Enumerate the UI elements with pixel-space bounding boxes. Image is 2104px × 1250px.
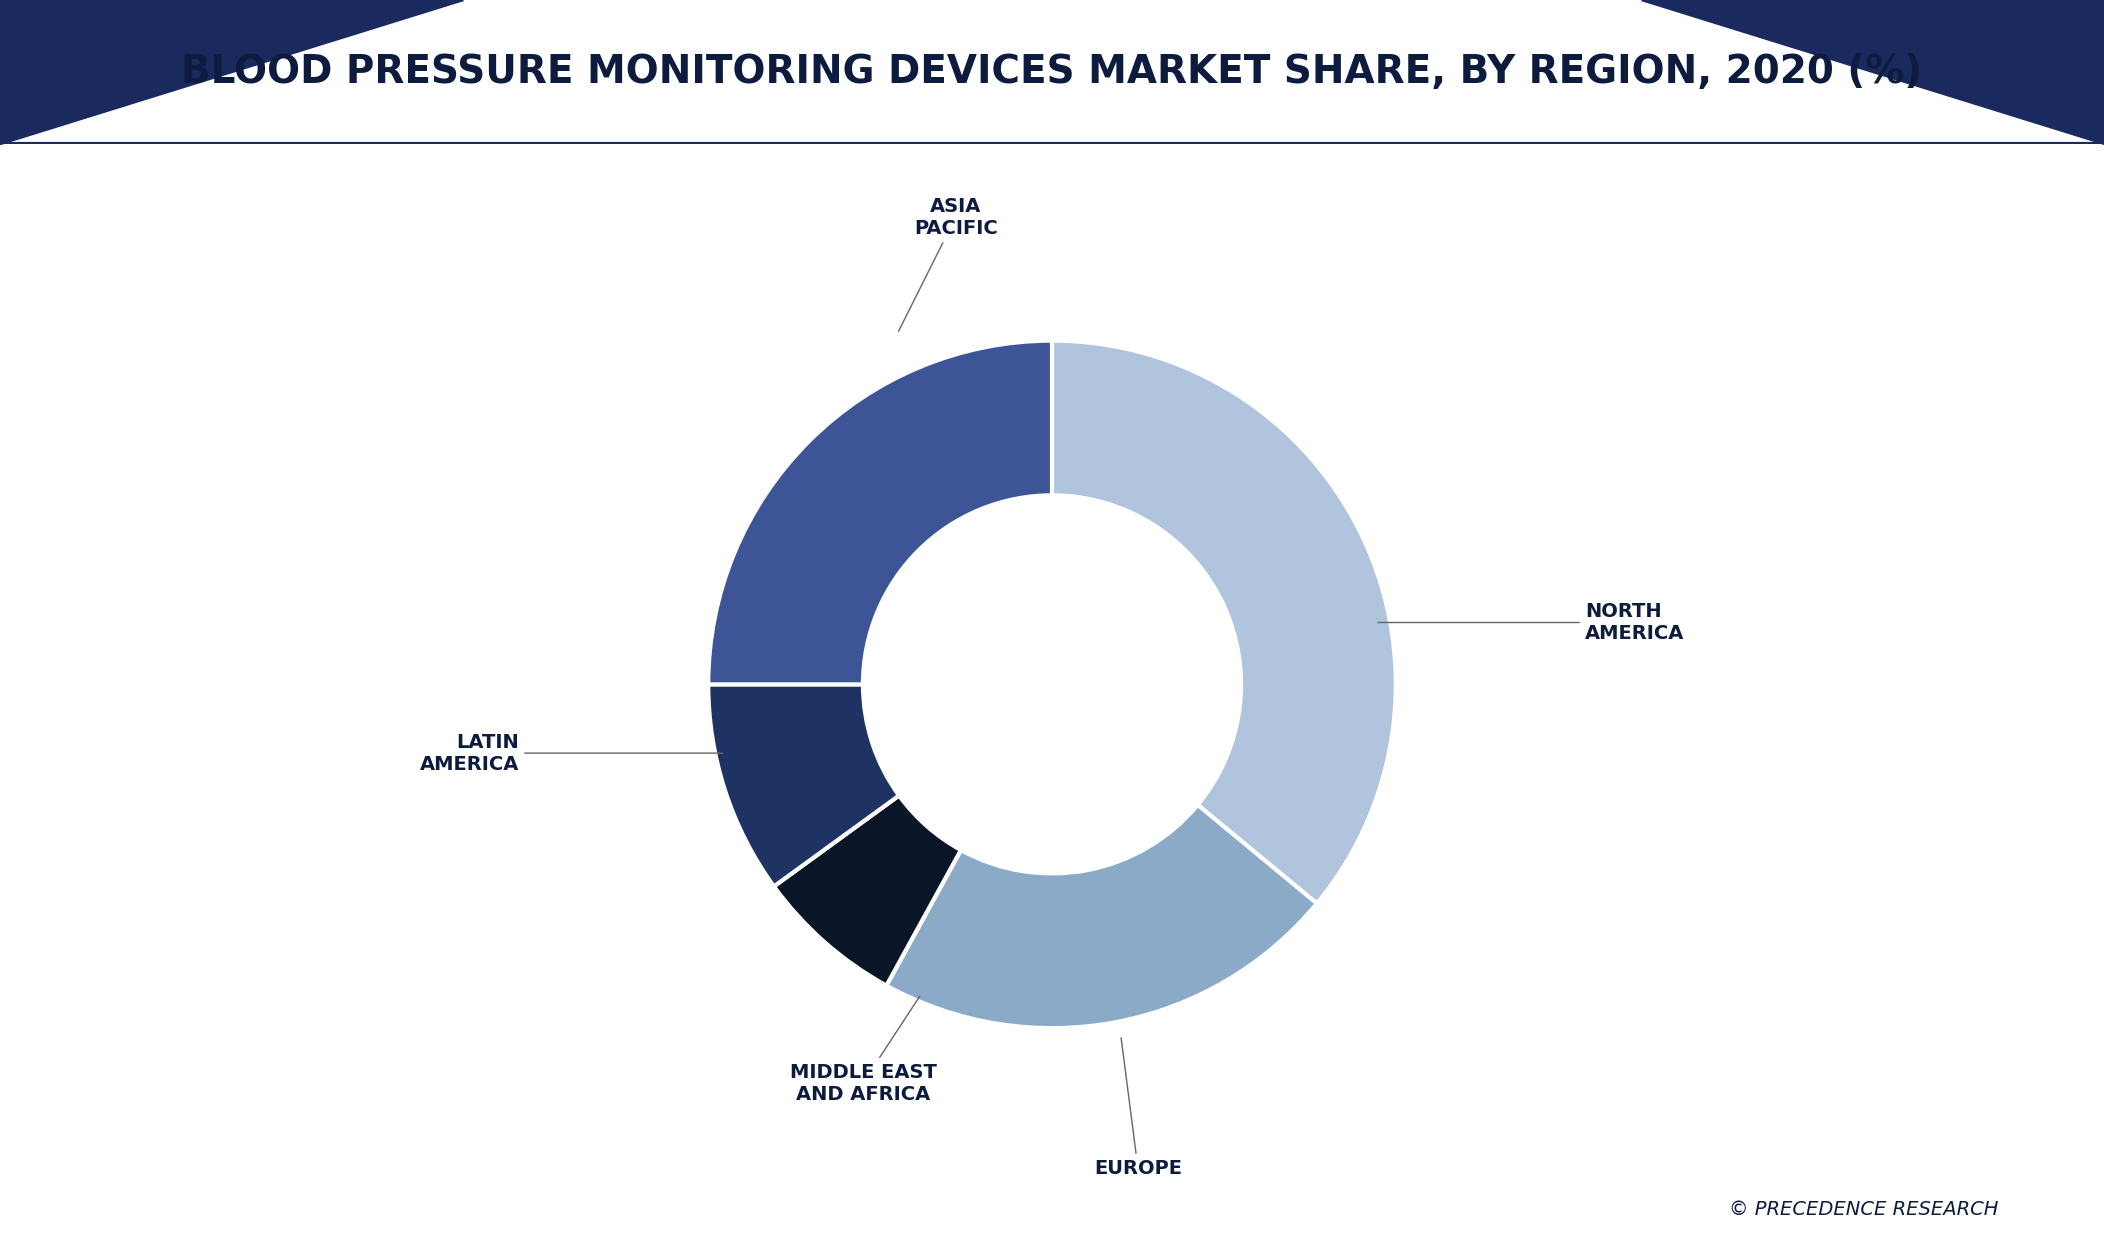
Wedge shape [774, 795, 962, 985]
Text: ASIA
PACIFIC: ASIA PACIFIC [898, 196, 997, 331]
Text: © PRECEDENCE RESEARCH: © PRECEDENCE RESEARCH [1729, 1200, 1999, 1219]
Wedge shape [709, 340, 1052, 684]
Polygon shape [0, 0, 463, 144]
Text: LATIN
AMERICA: LATIN AMERICA [421, 732, 722, 774]
Text: EUROPE: EUROPE [1094, 1038, 1182, 1178]
Text: MIDDLE EAST
AND AFRICA: MIDDLE EAST AND AFRICA [789, 996, 936, 1104]
Wedge shape [709, 684, 898, 886]
Wedge shape [886, 805, 1317, 1028]
Text: BLOOD PRESSURE MONITORING DEVICES MARKET SHARE, BY REGION, 2020 (%): BLOOD PRESSURE MONITORING DEVICES MARKET… [181, 52, 1923, 91]
Polygon shape [1641, 0, 2104, 144]
Text: NORTH
AMERICA: NORTH AMERICA [1378, 602, 1683, 642]
Wedge shape [1052, 340, 1395, 904]
